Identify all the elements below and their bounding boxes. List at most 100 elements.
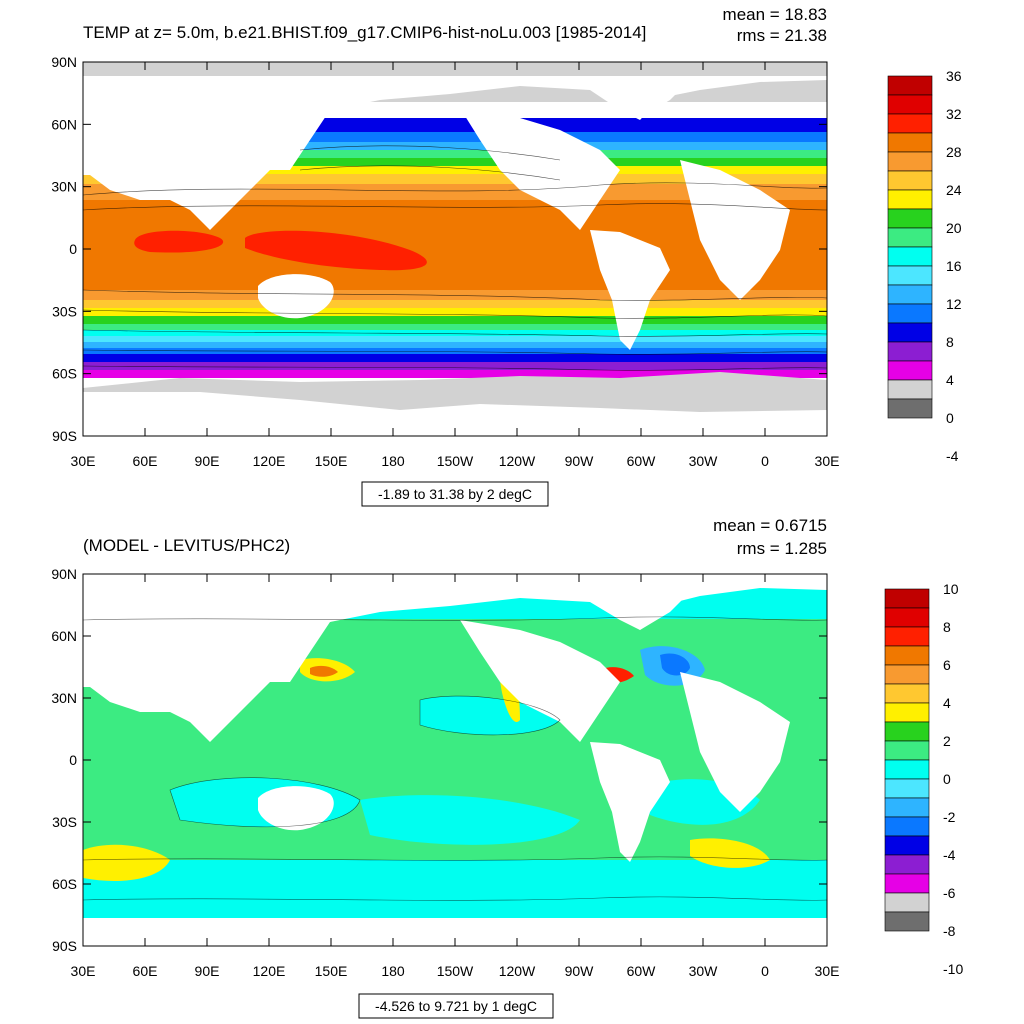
bottom-lon-label: 30E bbox=[815, 963, 840, 979]
bottom-colorbar-label: 6 bbox=[943, 657, 951, 673]
top-colorbar-label: 16 bbox=[946, 258, 962, 274]
bottom-colorbar-label: 4 bbox=[943, 695, 951, 711]
bottom-colorbar-swatch bbox=[884, 683, 930, 704]
top-colorbar-label: 28 bbox=[946, 144, 962, 160]
top-colorbar-label: 20 bbox=[946, 220, 962, 236]
top-latitude-axis: 90N 60N 30N 0 30S 60S 90S bbox=[51, 54, 77, 444]
bottom-colorbar-label: -8 bbox=[943, 923, 956, 939]
bottom-colorbar-swatch bbox=[884, 778, 930, 799]
top-colorbar-label: 4 bbox=[946, 372, 954, 388]
bottom-lat-label: 60S bbox=[52, 876, 77, 892]
top-colorbar-swatch bbox=[887, 322, 933, 343]
bottom-colorbar-swatch bbox=[884, 911, 930, 932]
top-lat-label: 0 bbox=[69, 241, 77, 257]
top-colorbar-label: -4 bbox=[946, 448, 959, 464]
bottom-longitude-axis: 30E 60E 90E 120E 150E 180 150W 120W 90W 60W 30W 0 30… bbox=[71, 963, 840, 979]
top-lon-label: 30W bbox=[689, 453, 719, 469]
top-tick-marks bbox=[82, 61, 828, 437]
bottom-lat-label: 0 bbox=[69, 752, 77, 768]
bottom-tick-marks bbox=[82, 573, 828, 947]
bottom-colorbar-swatch bbox=[884, 626, 930, 647]
top-lat-label: 30S bbox=[52, 303, 77, 319]
bottom-range-label: -4.526 to 9.721 by 1 degC bbox=[375, 998, 537, 1014]
bottom-colorbar-swatch bbox=[884, 740, 930, 761]
bottom-lon-label: 150W bbox=[437, 963, 474, 979]
bottom-colorbar-swatch bbox=[884, 816, 930, 837]
bottom-lat-label: 30N bbox=[51, 690, 77, 706]
bottom-lon-label: 60W bbox=[627, 963, 657, 979]
bottom-lon-label: 120E bbox=[253, 963, 286, 979]
top-lon-label: 180 bbox=[381, 453, 405, 469]
top-colorbar-swatch bbox=[887, 265, 933, 286]
bottom-colorbar-swatch bbox=[884, 664, 930, 685]
bottom-colorbar-swatch bbox=[884, 873, 930, 894]
top-colorbar-swatch bbox=[887, 246, 933, 267]
bottom-colorbar-swatch bbox=[884, 797, 930, 818]
bottom-lon-label: 60E bbox=[133, 963, 158, 979]
bottom-lon-label: 120W bbox=[499, 963, 536, 979]
top-lat-label: 90N bbox=[51, 54, 77, 70]
bottom-colorbar-swatch bbox=[884, 835, 930, 856]
top-lat-label: 60N bbox=[51, 116, 77, 132]
top-lat-label: 60S bbox=[52, 366, 77, 382]
top-colorbar-swatch bbox=[887, 94, 933, 115]
top-colorbar-swatch bbox=[887, 379, 933, 400]
bottom-colorbar-label: 10 bbox=[943, 581, 959, 597]
bottom-range-box bbox=[358, 993, 554, 1019]
bottom-lon-label: 0 bbox=[761, 963, 769, 979]
top-colorbar-swatch bbox=[887, 151, 933, 172]
top-lon-label: 120E bbox=[253, 453, 286, 469]
bottom-colorbar-swatch bbox=[884, 759, 930, 780]
top-map-plot bbox=[83, 62, 827, 436]
bottom-colorbar-swatch bbox=[884, 702, 930, 723]
difference-map-panel: (MODEL - LEVITUS/PHC2) mean = 0.6715 rms… bbox=[51, 516, 963, 1019]
bottom-title: (MODEL - LEVITUS/PHC2) bbox=[83, 536, 290, 555]
top-colorbar-swatch bbox=[887, 284, 933, 305]
top-colorbar-swatch bbox=[887, 113, 933, 134]
top-colorbar-swatch bbox=[887, 360, 933, 381]
top-colorbar-label: 32 bbox=[946, 106, 962, 122]
bottom-colorbar-label: -4 bbox=[943, 847, 956, 863]
top-colorbar-swatch bbox=[887, 227, 933, 248]
top-title: TEMP at z= 5.0m, b.e21.BHIST.f09_g17.CMI… bbox=[83, 23, 646, 42]
top-colorbar-swatch bbox=[887, 208, 933, 229]
top-lon-label: 120W bbox=[499, 453, 536, 469]
bottom-colorbar-swatch bbox=[884, 607, 930, 628]
bottom-colorbar: 10 8 6 4 2 0 -2 -4 -6 -8 -10 bbox=[884, 581, 963, 977]
top-lon-label: 30E bbox=[815, 453, 840, 469]
top-lon-label: 90W bbox=[565, 453, 595, 469]
top-lat-label: 90S bbox=[52, 428, 77, 444]
top-rms: rms = 21.38 bbox=[737, 26, 827, 45]
top-colorbar-label: 0 bbox=[946, 410, 954, 426]
bottom-mean: mean = 0.6715 bbox=[713, 516, 827, 535]
top-colorbar-swatch bbox=[887, 75, 933, 96]
bottom-colorbar-swatch bbox=[884, 645, 930, 666]
top-lon-label: 30E bbox=[71, 453, 96, 469]
bottom-lat-label: 90S bbox=[52, 938, 77, 954]
top-colorbar-label: 12 bbox=[946, 296, 962, 312]
top-colorbar-swatch bbox=[887, 132, 933, 153]
top-longitude-axis: 30E 60E 90E 120E 150E 180 150W 120W 90W 60W 30W 0 30… bbox=[71, 453, 840, 469]
top-colorbar-label: 24 bbox=[946, 182, 962, 198]
bottom-lon-label: 30E bbox=[71, 963, 96, 979]
top-colorbar: 36 32 28 24 20 16 12 8 4 0 -4 bbox=[887, 68, 962, 464]
bottom-colorbar-label: -10 bbox=[943, 961, 963, 977]
bottom-lat-label: 30S bbox=[52, 814, 77, 830]
bottom-colorbar-swatch bbox=[884, 854, 930, 875]
bottom-lat-label: 60N bbox=[51, 628, 77, 644]
top-colorbar-label: 36 bbox=[946, 68, 962, 84]
bottom-colorbar-swatch bbox=[884, 588, 930, 609]
top-range-box bbox=[361, 481, 549, 507]
top-colorbar-swatch bbox=[887, 303, 933, 324]
top-lon-label: 60E bbox=[133, 453, 158, 469]
top-lat-label: 30N bbox=[51, 179, 77, 195]
bottom-colorbar-label: 0 bbox=[943, 771, 951, 787]
top-mean: mean = 18.83 bbox=[723, 5, 827, 24]
bottom-colorbar-label: 8 bbox=[943, 619, 951, 635]
top-colorbar-swatch bbox=[887, 189, 933, 210]
bottom-map-plot bbox=[83, 574, 827, 946]
bottom-colorbar-swatch bbox=[884, 721, 930, 742]
bottom-lon-label: 150E bbox=[315, 963, 348, 979]
bottom-colorbar-label: -2 bbox=[943, 809, 956, 825]
